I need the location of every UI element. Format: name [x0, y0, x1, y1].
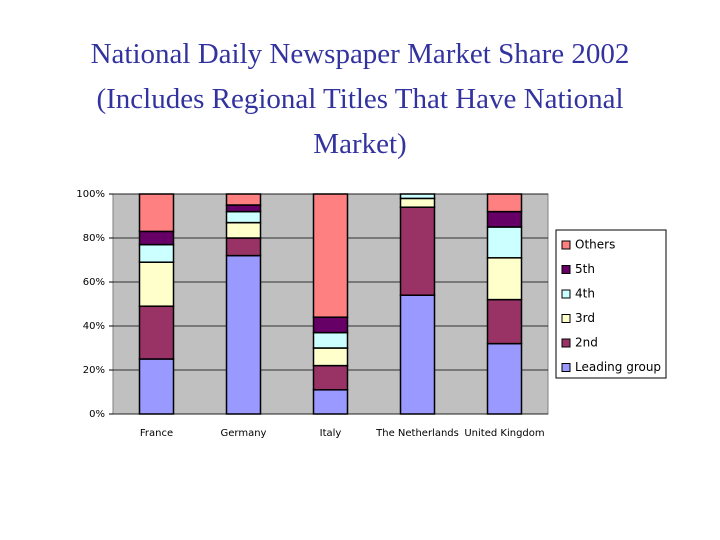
legend-label: 5th [575, 262, 595, 276]
y-tick-label: 100% [76, 189, 105, 200]
bar-segment [225, 210, 262, 224]
legend-label: 4th [575, 287, 595, 301]
bar-segment [138, 230, 175, 246]
legend-label: 2nd [575, 336, 598, 350]
legend-label: Leading group [575, 360, 661, 374]
bar-segment [486, 226, 523, 259]
bar-segment [399, 193, 436, 200]
bar-segment [486, 298, 523, 345]
bar-segment [225, 237, 262, 257]
legend-box [555, 229, 667, 379]
legend-swatch [561, 265, 571, 274]
bar-segment [399, 206, 436, 296]
legend-label: 3rd [575, 311, 595, 325]
bar-segment [399, 294, 436, 415]
y-tick-label: 20% [83, 365, 105, 376]
y-tick-label: 80% [83, 233, 105, 244]
x-tick-label: United Kingdom [464, 428, 544, 439]
bar-segment [486, 257, 523, 301]
bar-segment [312, 331, 349, 349]
legend-swatch [561, 314, 571, 323]
legend-swatch [561, 289, 571, 299]
legend-swatch [561, 338, 571, 348]
bar-segment [138, 243, 175, 263]
bar-segment [138, 193, 175, 233]
bar-segment [486, 342, 523, 415]
bar-segment [225, 221, 262, 239]
bar-segment [486, 193, 523, 213]
bar-segment [312, 364, 349, 391]
bar-segment [312, 389, 349, 415]
legend-swatch [561, 240, 571, 250]
bar-segment [225, 254, 262, 415]
x-tick-label: France [140, 428, 173, 439]
y-tick-label: 0% [89, 409, 105, 420]
bar-segment [225, 193, 262, 206]
legend-label: Others [575, 238, 615, 252]
bar-segment [138, 305, 175, 360]
bar-segment [486, 210, 523, 228]
x-tick-label: Italy [320, 428, 342, 439]
bar-segment [312, 347, 349, 367]
x-tick-label: The Netherlands [375, 428, 459, 439]
bar-segment [399, 197, 436, 208]
bar-segment [312, 316, 349, 334]
y-tick-label: 40% [83, 321, 105, 332]
x-tick-label: Germany [221, 428, 267, 439]
legend-swatch [561, 363, 571, 372]
y-tick-label: 60% [83, 277, 105, 288]
bar-segment [138, 358, 175, 415]
bar-segment [225, 204, 262, 213]
chart-title: National Daily Newspaper Market Share 20… [90, 38, 630, 160]
bar-segment [138, 261, 175, 307]
bar-segment [312, 193, 349, 318]
